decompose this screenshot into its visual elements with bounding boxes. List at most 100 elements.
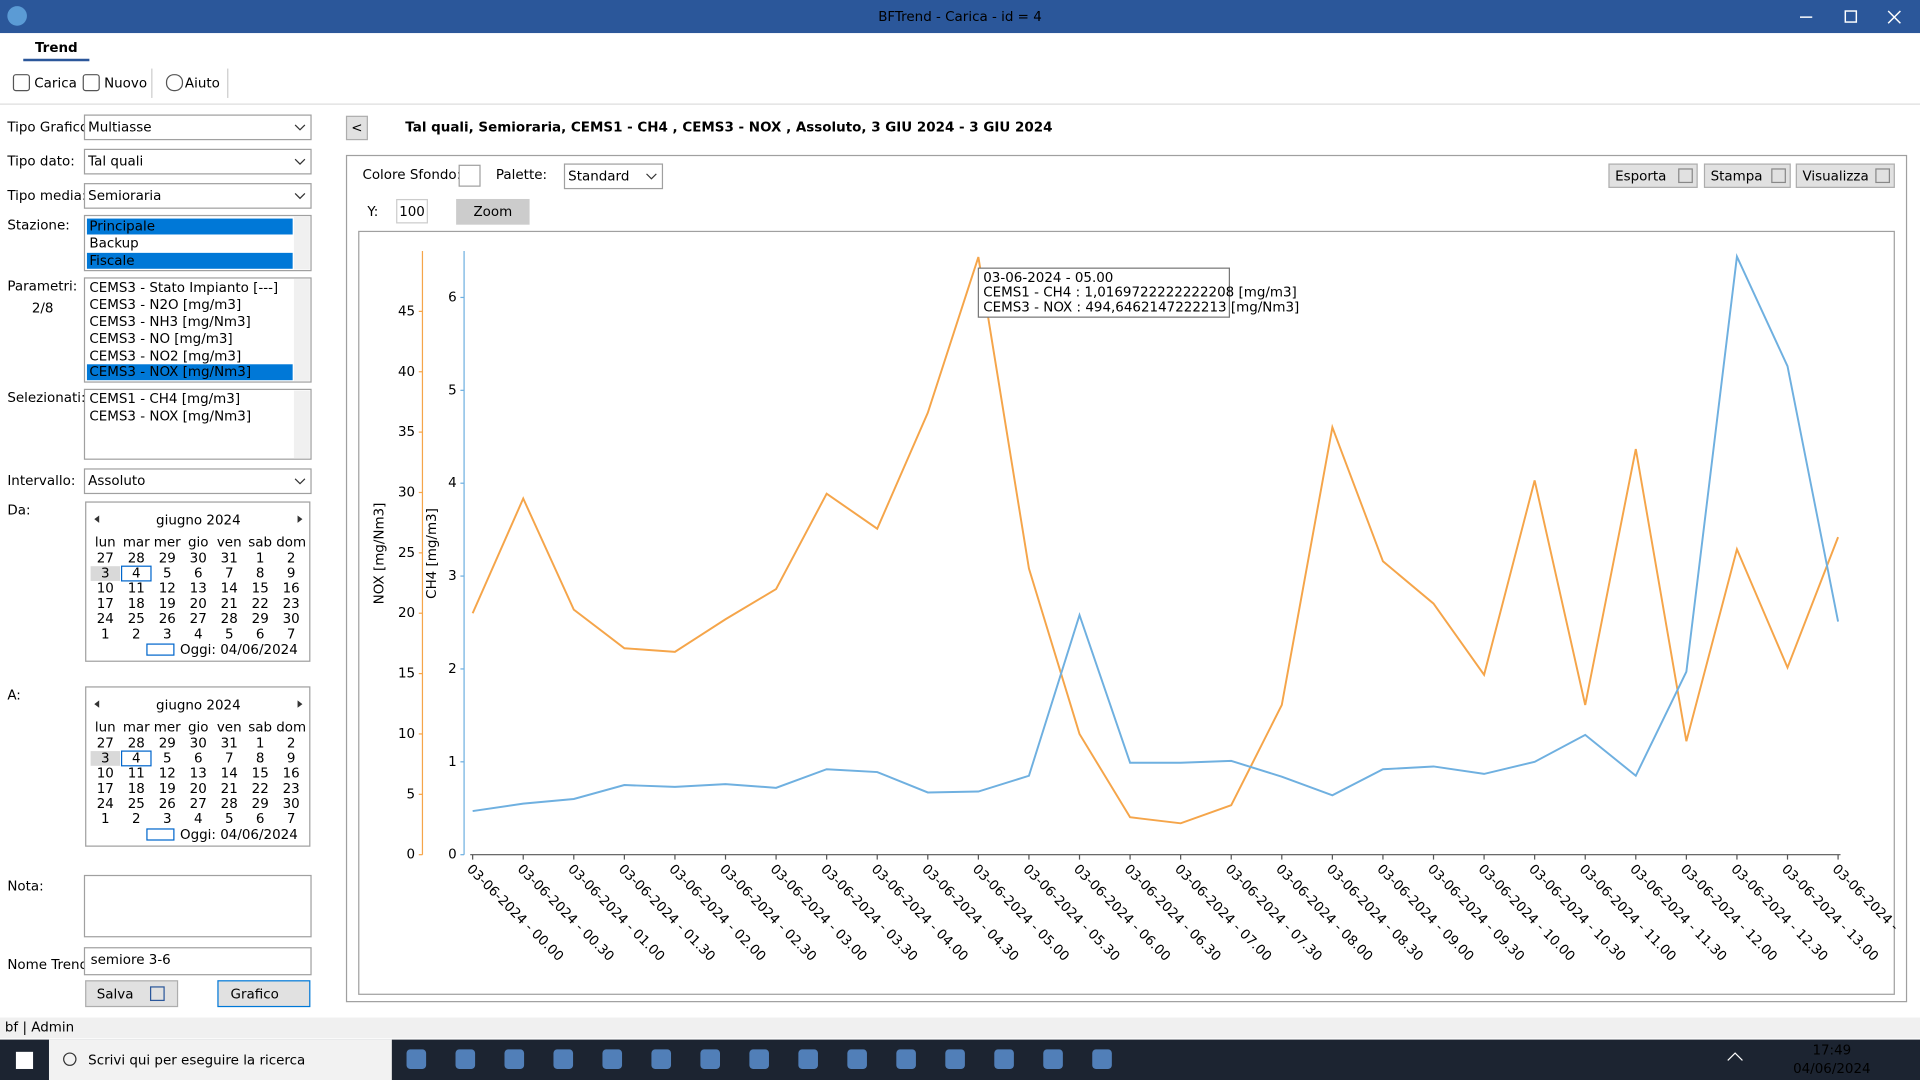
list-item: CEMS3 - NO2 [mg/m3] [89,349,241,364]
combo-box[interactable] [83,148,312,175]
axis-title: NOX [mg/Nm3] [373,503,388,605]
y-input[interactable] [396,198,428,224]
taskbar-app[interactable] [945,1049,965,1069]
combo-box[interactable] [83,114,312,141]
calendar-day: 5 [163,567,172,582]
taskbar-app[interactable] [1043,1049,1063,1069]
calendar-day: 3 [101,751,110,766]
calendar[interactable] [85,501,311,662]
calendar-day: 14 [221,582,238,597]
calendar-day: 5 [225,627,234,642]
prev-month[interactable] [94,700,100,708]
taskbar-app[interactable] [602,1049,623,1069]
y-tick-label: 10 [398,727,415,742]
list-item: CEMS3 - Stato Impianto [---] [89,281,278,296]
taskbar-app[interactable] [847,1049,867,1069]
series-line [472,253,1840,813]
button-label: Zoom [473,205,512,220]
taskbar-app[interactable] [504,1049,525,1069]
y-tick-label: 15 [398,667,415,682]
button-label: Salva [97,987,134,1002]
combo-box[interactable] [83,468,312,495]
calendar-day: 21 [221,597,238,612]
taskbar-app[interactable] [700,1049,720,1069]
calendar-day: 30 [283,612,300,627]
zoom-button[interactable] [456,198,530,225]
plot-frame [358,230,1895,995]
y-tick-label: 0 [407,848,416,863]
calendar[interactable] [85,686,311,847]
toolbar-button[interactable] [1608,163,1698,188]
calendar-day: 11 [128,767,145,782]
status-text: bf | Admin [5,1020,74,1035]
start-icon[interactable] [15,1051,34,1069]
next-month[interactable] [297,515,303,523]
weekday: lun [95,535,116,550]
taskbar-app[interactable] [553,1049,574,1069]
save-button[interactable] [85,980,179,1008]
scrollbar [293,279,310,381]
calendar-day: 27 [190,797,207,812]
y-tick-label: 4 [448,476,457,491]
calendar-day: 11 [128,582,145,597]
taskbar-app[interactable] [798,1049,818,1069]
prev-month[interactable] [94,515,100,523]
button-icon [1771,168,1786,184]
scrollbar [293,390,310,458]
y-tick-label: 35 [398,425,415,440]
calendar-day: 1 [256,736,265,751]
calendar-day: 13 [190,767,207,782]
calendar-day: 7 [287,812,296,827]
selected-list[interactable] [83,388,312,460]
calendar-day: 24 [97,612,114,627]
calendar-day: 9 [287,567,296,582]
taskbar-app[interactable] [896,1049,916,1069]
field-label: Parametri: [7,280,77,295]
selected-day [90,566,120,581]
calendar-day: 28 [128,736,145,751]
chart-button[interactable] [217,980,311,1008]
calendar-day: 7 [225,751,234,766]
calendar-day: 9 [287,751,296,766]
color-swatch[interactable] [458,164,481,187]
calendar-day: 12 [159,767,176,782]
window-controls[interactable] [1800,10,1901,24]
list-item: CEMS3 - N2O [mg/m3] [89,298,241,313]
y-tick-label: 0 [448,848,457,863]
scrollbar [293,216,310,270]
field-label: Nome Trend: [7,958,92,973]
calendar-day: 3 [101,567,110,582]
taskbar-app[interactable] [994,1049,1014,1069]
search-box[interactable] [48,1039,392,1080]
y-tick-label: 40 [398,365,415,380]
toolbar-button[interactable] [1703,163,1791,188]
weekday: sab [248,720,272,735]
toolbar-button[interactable] [1795,163,1895,188]
taskbar-app[interactable] [1092,1049,1112,1069]
calendar-day: 22 [252,782,269,797]
next-month[interactable] [297,700,303,708]
taskbar-app[interactable] [455,1049,476,1069]
field-label: A: [7,689,21,704]
back-button[interactable] [345,115,368,141]
tooltip [977,267,1230,318]
note-box[interactable] [83,874,312,938]
taskbar-app[interactable] [651,1049,672,1069]
weekday: gio [188,535,209,550]
weekday: dom [276,535,306,550]
calendar-day: 31 [221,736,238,751]
calendar-day: 27 [97,736,114,751]
y-tick-label: 5 [407,787,416,802]
taskbar-app[interactable] [406,1049,427,1069]
calendar-day: 2 [287,736,296,751]
calendar-day: 29 [252,612,269,627]
calendar-day: 18 [128,782,145,797]
field-label: Nota: [7,880,43,895]
window-title: BFTrend - Carica - id = 4 [878,10,1042,25]
combo-box[interactable] [83,183,312,209]
y-tick-label: 25 [398,546,415,561]
taskbar-app[interactable] [749,1049,769,1069]
calendar-day: 31 [221,551,238,566]
combo-box[interactable] [563,163,664,190]
name-box[interactable] [83,947,312,976]
